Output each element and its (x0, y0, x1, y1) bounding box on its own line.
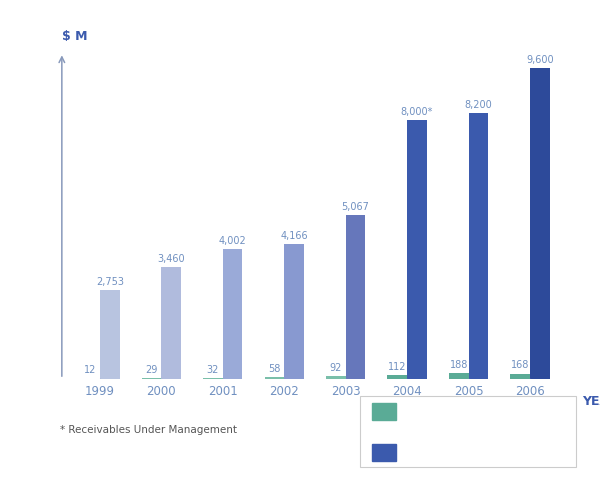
Text: 8,000*: 8,000* (401, 106, 433, 117)
Bar (388, 376, 407, 379)
Bar (223, 249, 242, 379)
Bar (510, 374, 530, 379)
Bar (449, 373, 469, 379)
Bar (326, 376, 346, 379)
Text: 188: 188 (449, 360, 468, 370)
Bar (265, 377, 284, 379)
Text: Receivables: Receivables (402, 447, 469, 457)
Bar (142, 378, 161, 379)
Bar (161, 267, 181, 379)
Text: 8,200: 8,200 (464, 100, 492, 110)
Text: 32: 32 (207, 365, 219, 375)
Text: 168: 168 (511, 361, 529, 370)
Text: YEAR: YEAR (582, 395, 600, 408)
Text: $ M: $ M (62, 30, 88, 43)
Text: 112: 112 (388, 362, 406, 372)
Bar (346, 215, 365, 379)
Text: 58: 58 (268, 364, 281, 374)
Text: 92: 92 (329, 363, 342, 373)
Bar (530, 68, 550, 379)
Bar (284, 244, 304, 379)
Text: 3,460: 3,460 (157, 254, 185, 264)
Text: Pre-tax profit: Pre-tax profit (402, 407, 475, 417)
Text: * Receivables Under Management: * Receivables Under Management (60, 425, 237, 435)
Text: 4,002: 4,002 (219, 236, 247, 246)
Bar (203, 378, 223, 379)
Text: 2,753: 2,753 (96, 277, 124, 287)
Text: 12: 12 (84, 365, 96, 376)
Text: 9,600: 9,600 (526, 55, 554, 65)
Bar (407, 120, 427, 379)
Text: 29: 29 (145, 365, 158, 375)
Bar (469, 113, 488, 379)
Text: 4,166: 4,166 (280, 231, 308, 241)
Bar (100, 290, 119, 379)
Text: 5,067: 5,067 (341, 202, 370, 212)
